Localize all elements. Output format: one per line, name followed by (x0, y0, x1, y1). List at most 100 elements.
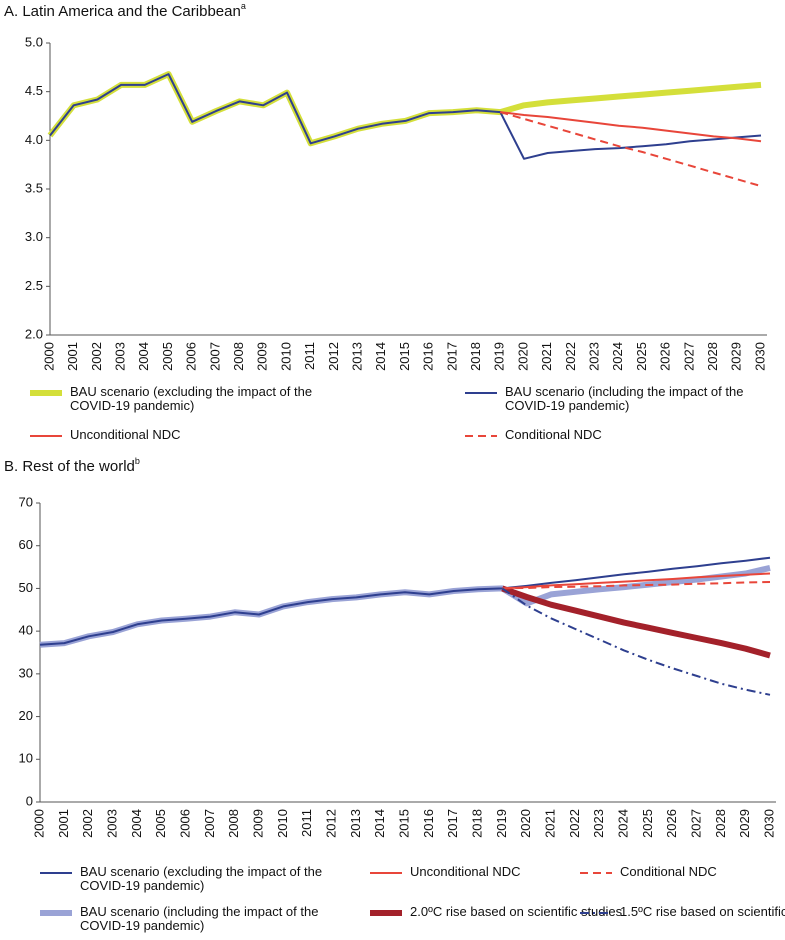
x-tick-label: 2028 (713, 809, 728, 838)
x-tick-label: 2004 (129, 809, 144, 838)
x-tick-label: 2010 (275, 809, 290, 838)
x-tick-label: 2001 (56, 809, 71, 838)
y-tick-label: 0 (26, 793, 33, 808)
legend-item: BAU scenario (excluding the impact of th… (28, 385, 315, 413)
series-line (39, 556, 771, 646)
x-tick-label: 2008 (226, 809, 241, 838)
x-tick-label: 2016 (421, 809, 436, 838)
x-tick-label: 2005 (153, 809, 168, 838)
y-tick-label: 30 (19, 665, 33, 680)
y-tick-label: 5.0 (25, 34, 43, 49)
legend-label: BAU scenario (including the impact of th… (80, 904, 319, 933)
y-tick-label: 20 (19, 708, 33, 723)
x-tick-label: 2000 (41, 342, 56, 371)
x-tick-label: 2011 (302, 342, 317, 370)
x-tick-label: 2003 (104, 809, 119, 838)
x-tick-label: 2029 (737, 809, 752, 838)
x-tick-label: 2006 (184, 342, 199, 371)
x-tick-label: 2020 (515, 342, 530, 371)
legend-item: Conditional NDC (463, 428, 750, 443)
x-tick-label: 2021 (542, 809, 557, 838)
legend-swatch (465, 392, 497, 394)
x-tick-label: 2023 (591, 809, 606, 838)
x-tick-label: 2020 (518, 809, 533, 838)
x-tick-label: 2004 (136, 342, 151, 371)
series-line (502, 572, 771, 590)
legend-swatch (30, 390, 62, 396)
x-tick-label: 2030 (752, 342, 767, 371)
legend-item: Conditional NDC (578, 865, 785, 880)
y-tick-label: 4.5 (25, 83, 43, 98)
x-tick-label: 2013 (348, 809, 363, 838)
x-tick-label: 2025 (640, 809, 655, 838)
x-tick-label: 2019 (494, 809, 509, 838)
title-note: b (135, 456, 140, 466)
x-tick-label: 2018 (468, 342, 483, 371)
x-tick-label: 2028 (705, 342, 720, 371)
series-line (501, 585, 771, 659)
legend-swatch (370, 910, 402, 916)
legend-label: Conditional NDC (620, 864, 717, 879)
x-tick-label: 2002 (80, 809, 95, 838)
y-tick-label: 60 (19, 537, 33, 552)
y-tick-label: 4.0 (25, 132, 43, 147)
chart-title: A. Latin America and the Caribbeana (4, 1, 246, 20)
x-tick-label: 2025 (634, 342, 649, 371)
series-line (500, 111, 762, 188)
x-tick-label: 2010 (278, 342, 293, 371)
x-tick-label: 2011 (299, 809, 314, 837)
legend-label: 2.0ºC rise based on scientific studies (410, 904, 623, 919)
x-tick-label: 2018 (469, 809, 484, 838)
legend-item: 1.5ºC rise based on scientific studies (578, 905, 785, 920)
y-tick-label: 2.0 (25, 326, 43, 341)
y-tick-label: 2.5 (25, 278, 43, 293)
x-tick-label: 2021 (539, 342, 554, 371)
legend-label: BAU scenario (excluding the impact of th… (80, 864, 323, 893)
legend-swatch (30, 435, 62, 437)
legend-swatch (370, 872, 402, 874)
x-tick-label: 2009 (255, 342, 270, 371)
x-tick-label: 2007 (202, 809, 217, 838)
legend-label: BAU scenario (including the impact of th… (505, 384, 744, 413)
legend-item: 2.0ºC rise based on scientific studies (368, 905, 655, 920)
y-tick-label: 70 (19, 494, 33, 509)
x-tick-label: 2022 (567, 809, 582, 838)
x-tick-label: 2015 (396, 809, 411, 838)
chart-title: B. Rest of the worldb (4, 456, 140, 475)
legend-swatch (465, 435, 497, 437)
series-line (502, 581, 771, 590)
x-tick-label: 2023 (587, 342, 602, 371)
legend-item: Unconditional NDC (368, 865, 655, 880)
y-tick-label: 10 (19, 751, 33, 766)
x-tick-label: 2027 (688, 809, 703, 838)
legend-label: Unconditional NDC (70, 427, 181, 442)
x-tick-label: 2022 (563, 342, 578, 371)
x-tick-label: 2017 (444, 342, 459, 371)
x-tick-label: 2002 (89, 342, 104, 371)
legend-swatch (40, 910, 72, 916)
legend-swatch (40, 872, 72, 874)
legend-label: 1.5ºC rise based on scientific studies (620, 904, 785, 919)
y-tick-label: 50 (19, 580, 33, 595)
x-tick-label: 2026 (664, 809, 679, 838)
x-tick-label: 2014 (373, 342, 388, 371)
legend-label: Unconditional NDC (410, 864, 521, 879)
legend-swatch (580, 872, 612, 874)
x-tick-label: 2030 (761, 809, 776, 838)
x-tick-label: 2003 (113, 342, 128, 371)
x-tick-label: 2012 (323, 809, 338, 838)
x-tick-label: 2006 (177, 809, 192, 838)
x-tick-label: 2013 (350, 342, 365, 371)
series-line (49, 73, 762, 160)
x-tick-label: 2019 (492, 342, 507, 371)
x-tick-label: 2001 (65, 342, 80, 371)
x-tick-label: 2017 (445, 809, 460, 838)
x-tick-label: 2007 (207, 342, 222, 371)
x-tick-label: 2024 (610, 342, 625, 371)
legend-label: Conditional NDC (505, 427, 602, 442)
title-note: a (241, 1, 246, 11)
legend-item: BAU scenario (including the impact of th… (463, 385, 750, 413)
x-tick-label: 2014 (372, 809, 387, 838)
y-tick-label: 3.0 (25, 229, 43, 244)
